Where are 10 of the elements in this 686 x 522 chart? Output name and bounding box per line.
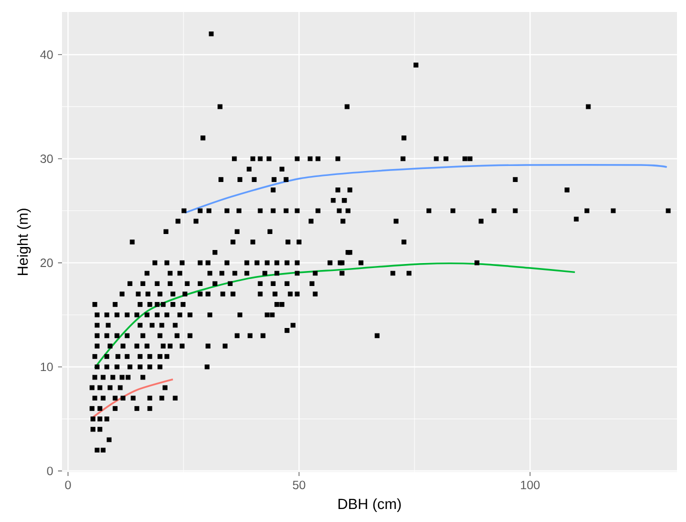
y-tick-label: 0 (47, 466, 53, 476)
y-axis-title: Height (m) (17, 208, 31, 276)
x-tick-label: 0 (65, 480, 71, 490)
y-tick-label: 20 (40, 258, 53, 268)
x-tick-label: 50 (292, 480, 306, 490)
x-tick-label: 100 (520, 480, 540, 490)
x-axis-title: DBH (cm) (338, 498, 401, 512)
y-tick-label: 40 (40, 50, 53, 59)
y-tick-label: 30 (40, 154, 53, 163)
y-tick-label: 10 (40, 362, 53, 372)
